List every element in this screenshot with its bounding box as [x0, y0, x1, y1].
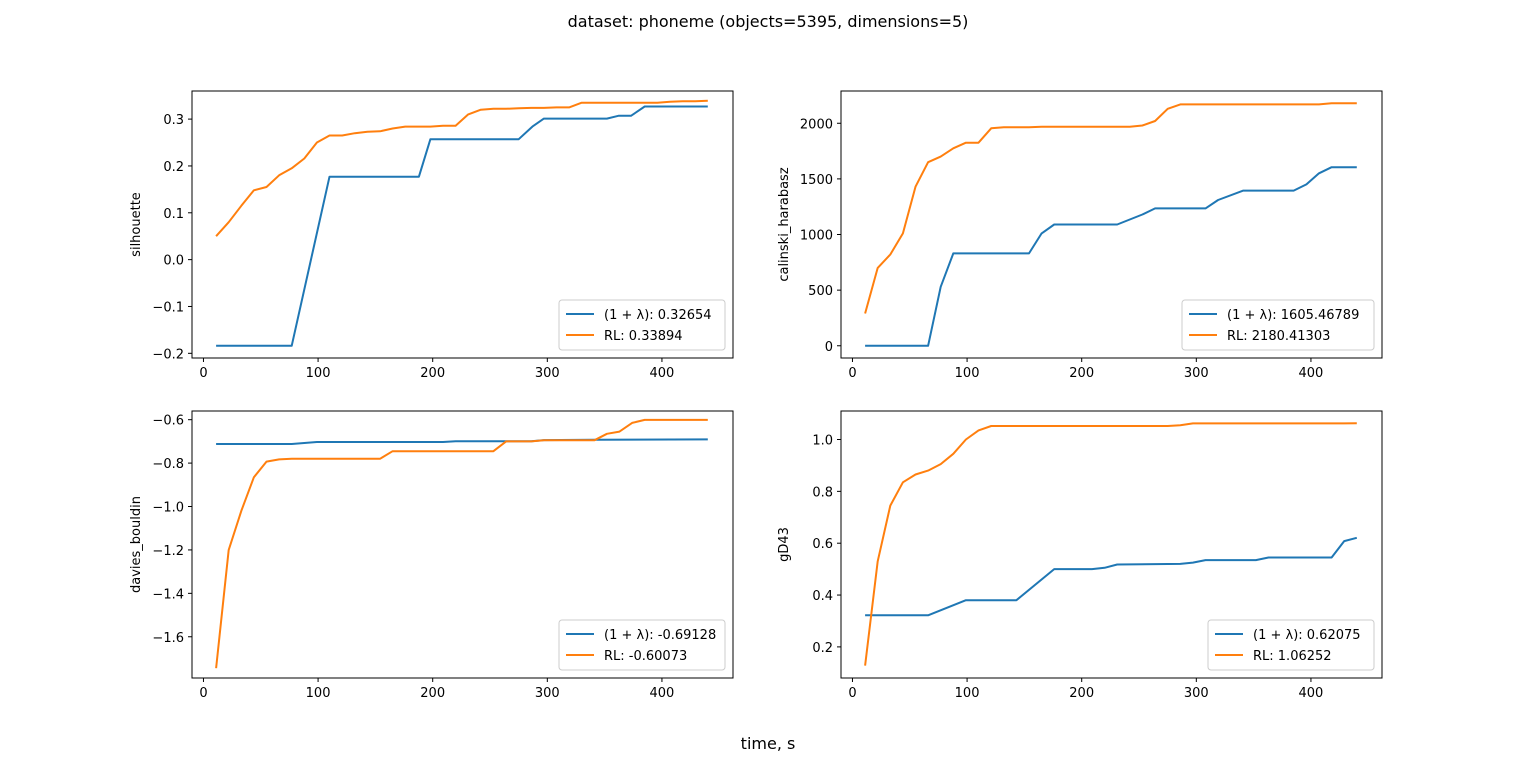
subplot-3: 0 100 200 300 400 −1.6 −1.4 −1.2 −1.0 −0.8 −0.6 dav…: [129, 410, 734, 701]
y-axis-label: silhouette: [129, 192, 144, 257]
x-tick-label: 300: [535, 366, 560, 381]
legend: (1 + λ): 1605.46789 RL: 2180.41303: [1181, 299, 1375, 351]
legend: (1 + λ): 0.32654 RL: 0.33894: [558, 299, 726, 351]
x-tick-label: 100: [306, 686, 331, 701]
y-tick-label: 0.0: [163, 254, 184, 269]
legend-entry: RL: -0.60073: [604, 649, 687, 664]
legend-box: [1181, 299, 1375, 351]
y-tick-label: −0.1: [152, 300, 184, 315]
y-tick-label: 1000: [800, 229, 833, 244]
legend-entry: RL: 2180.41303: [1227, 329, 1330, 344]
x-tick-label: 400: [1299, 366, 1324, 381]
x-tick-label: 100: [306, 366, 331, 381]
legend: (1 + λ): -0.69128 RL: -0.60073: [558, 619, 726, 671]
axes-frame: [191, 410, 734, 679]
legend-box: [558, 299, 726, 351]
y-axis-label: davies_bouldin: [129, 496, 144, 593]
y-tick-label: −1.6: [152, 631, 184, 646]
y-tick-label: −1.4: [152, 587, 184, 602]
x-tick-label: 200: [1069, 366, 1094, 381]
series-line-rl: [215, 99, 708, 237]
legend-entry: (1 + λ): 0.32654: [604, 308, 712, 323]
y-axis-label: calinski_harabasz: [777, 167, 792, 281]
x-tick-label: 200: [420, 686, 445, 701]
x-tick-label: 0: [848, 366, 856, 381]
subplot-1: 0 100 200 300 400 −0.2 −0.1 0.0 0.1 0.2 0.3 silhoue…: [129, 90, 734, 381]
x-tick-label: 300: [535, 686, 560, 701]
axes-frame: [840, 90, 1383, 359]
series-line-rl: [864, 422, 1357, 666]
x-tick-label: 100: [955, 686, 980, 701]
legend-entry: (1 + λ): 1605.46789: [1227, 308, 1359, 323]
legend-box: [1207, 619, 1375, 671]
y-tick-label: 0.4: [812, 589, 833, 604]
x-tick-label: 200: [1069, 686, 1094, 701]
x-tick-label: 0: [199, 686, 207, 701]
y-tick-label: −1.0: [152, 501, 184, 516]
y-axis-label: gD43: [777, 527, 792, 562]
legend-entry: RL: 0.33894: [604, 329, 683, 344]
y-tick-label: 1500: [800, 173, 833, 188]
x-tick-label: 400: [650, 366, 675, 381]
series-line-lambda: [216, 105, 708, 347]
x-tick-label: 200: [420, 366, 445, 381]
y-tick-label: 0.1: [163, 207, 184, 222]
y-tick-label: 0.2: [812, 641, 833, 656]
legend-box: [558, 619, 726, 671]
y-tick-label: −1.2: [152, 544, 184, 559]
y-tick-label: 0.6: [812, 537, 833, 552]
y-tick-label: −0.6: [152, 414, 184, 429]
figure-x-axis-label: time, s: [740, 734, 796, 753]
legend: (1 + λ): 0.62075 RL: 1.06252: [1207, 619, 1375, 671]
y-tick-label: 1.0: [812, 434, 833, 449]
x-tick-label: 400: [650, 686, 675, 701]
series-line-rl: [215, 418, 708, 669]
legend-entry: (1 + λ): -0.69128: [604, 628, 716, 643]
x-tick-label: 400: [1299, 686, 1324, 701]
y-tick-label: 0.2: [163, 160, 184, 175]
legend-entry: (1 + λ): 0.62075: [1253, 628, 1361, 643]
x-tick-label: 0: [848, 686, 856, 701]
x-tick-label: 300: [1184, 366, 1209, 381]
y-tick-label: −0.8: [152, 457, 184, 472]
y-tick-label: −0.2: [152, 347, 184, 362]
subplot-2: 0 100 200 300 400 0 500 1000 1500 2000 calinski_ha…: [777, 90, 1383, 381]
series-line-lambda: [865, 166, 1357, 347]
series-line-lambda: [216, 438, 708, 445]
x-tick-label: 300: [1184, 686, 1209, 701]
x-tick-label: 100: [955, 366, 980, 381]
series-line-rl: [864, 102, 1357, 314]
y-tick-label: 500: [808, 284, 833, 299]
legend-entry: RL: 1.06252: [1253, 649, 1332, 664]
subplot-4: 0 100 200 300 400 0.2 0.4 0.6 0.8 1.0 gD43 (1 + λ):…: [777, 410, 1383, 701]
axes-frame: [840, 410, 1383, 679]
y-tick-label: 2000: [800, 117, 833, 132]
y-tick-label: 0: [825, 340, 833, 355]
axes-frame: [191, 90, 734, 359]
x-tick-label: 0: [199, 366, 207, 381]
series-line-lambda: [865, 536, 1358, 617]
y-tick-label: 0.8: [812, 485, 833, 500]
figure-title: dataset: phoneme (objects=5395, dimensio…: [567, 12, 969, 31]
y-tick-label: 0.3: [163, 113, 184, 128]
